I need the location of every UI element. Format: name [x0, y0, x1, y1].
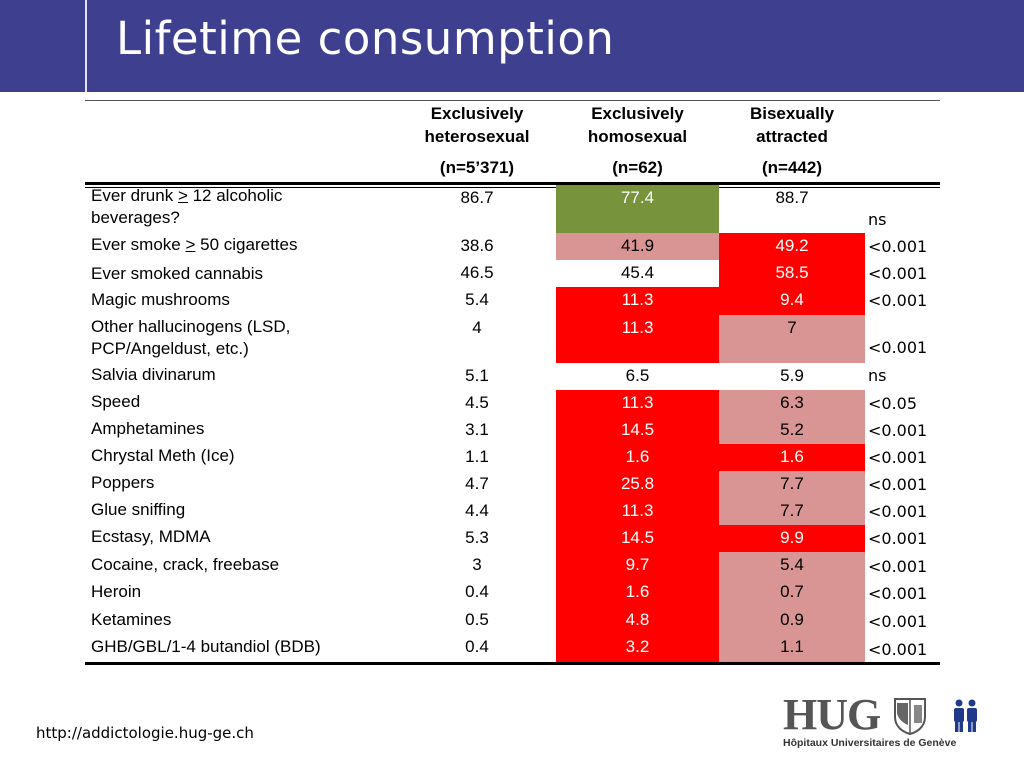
row-label-ketamines: Ketamines: [91, 610, 172, 629]
cell-bi: 5.4: [719, 552, 865, 579]
footer-url[interactable]: http://addictologie.hug-ge.ch: [36, 724, 254, 742]
cell-homo: 14.5: [556, 417, 719, 444]
p-value: ns: [868, 210, 887, 229]
cell-homo: 9.7: [556, 552, 719, 579]
cell-hetero: 0.5: [465, 610, 489, 629]
cell-homo: 6.5: [625, 366, 650, 385]
row-label-heroin: Heroin: [91, 582, 142, 601]
row-label-ghb: GHB/GBL/1-4 butandiol (BDB): [91, 637, 321, 656]
cell-homo: 77.4: [556, 185, 719, 233]
p-value: <0.001: [868, 475, 928, 494]
cell-homo: 1.6: [556, 444, 719, 471]
header-rule: [85, 182, 940, 185]
cell-bi: 1.1: [719, 634, 865, 662]
row-label-poppers: Poppers: [91, 473, 155, 492]
column-header-heterosexual: Exclusively heterosexual (n=5’371): [424, 104, 530, 177]
p-value: <0.001: [868, 448, 928, 467]
cell-bi: 49.2: [719, 233, 865, 260]
cell-homo: 4.8: [556, 607, 719, 634]
p-value: <0.001: [868, 264, 928, 283]
cell-homo: 3.2: [556, 634, 719, 662]
page-title: Lifetime consumption: [116, 12, 615, 65]
column-header-homosexual: Exclusively homosexual (n=62): [587, 104, 688, 177]
cell-hetero: 5.1: [465, 366, 489, 385]
cell-hetero: 0.4: [465, 582, 489, 601]
p-value: <0.001: [868, 237, 928, 256]
p-value: <0.001: [868, 529, 928, 548]
logo-text: HUG: [783, 690, 881, 739]
row-label-ever-drunk: Ever drunk > 12 alcoholic beverages?: [91, 186, 283, 227]
row-label-magic-mushrooms: Magic mushrooms: [91, 290, 230, 309]
p-value: <0.001: [868, 640, 928, 659]
p-value: <0.001: [868, 338, 928, 357]
cell-bi: 1.6: [719, 444, 865, 471]
column-header-bisexual: Bisexually attracted (n=442): [749, 104, 835, 177]
cell-hetero: 5.4: [465, 290, 489, 309]
row-label-cocaine: Cocaine, crack, freebase: [91, 555, 280, 574]
p-value: <0.001: [868, 612, 928, 631]
cell-homo: 14.5: [556, 525, 719, 552]
cell-bi: 58.5: [719, 260, 865, 287]
p-value: <0.001: [868, 291, 928, 310]
cell-bi: 9.4: [719, 287, 865, 315]
cell-hetero: 46.5: [460, 263, 494, 282]
cell-bi: 9.9: [719, 525, 865, 552]
cell-bi: 5.9: [780, 366, 804, 385]
cell-hetero: 4.7: [465, 474, 489, 493]
p-value: <0.001: [868, 584, 928, 603]
row-label-cannabis: Ever smoked cannabis: [91, 264, 263, 283]
p-value: ns: [868, 366, 887, 385]
row-label-ever-smoke: Ever smoke > 50 cigarettes: [91, 235, 298, 254]
cell-homo: 25.8: [556, 471, 719, 498]
table-top-rule: [85, 100, 940, 101]
cell-hetero: 3.1: [465, 420, 489, 439]
row-label-speed: Speed: [91, 392, 141, 411]
cell-hetero: 1.1: [465, 447, 489, 466]
p-value: <0.001: [868, 557, 928, 576]
cell-bi: 7.7: [719, 498, 865, 525]
cell-bi: 88.7: [775, 188, 809, 207]
cell-homo: 11.3: [556, 390, 719, 417]
cell-hetero: 0.4: [465, 637, 489, 656]
cell-homo: 41.9: [556, 233, 719, 260]
logo-subtitle: Hôpitaux Universitaires de Genève: [783, 737, 957, 749]
cell-bi: 6.3: [719, 390, 865, 417]
cell-hetero: 4: [472, 318, 482, 337]
cell-bi: 7.7: [719, 471, 865, 498]
p-value: <0.001: [868, 421, 928, 440]
p-value: <0.05: [868, 394, 918, 413]
cell-homo: 11.3: [556, 315, 719, 363]
row-label-amphetamines: Amphetamines: [91, 419, 205, 438]
cell-homo: 11.3: [556, 287, 719, 315]
hug-logo: HUG Hôpitaux Universitaires de Genève: [783, 690, 983, 755]
cell-homo: 45.4: [620, 263, 655, 282]
p-value: <0.001: [868, 502, 928, 521]
row-label-ecstasy: Ecstasy, MDMA: [91, 527, 211, 546]
title-bar-divider: [85, 0, 87, 92]
row-label-salvia: Salvia divinarum: [91, 365, 216, 384]
people-icon: [954, 699, 977, 732]
cell-bi: 5.2: [719, 417, 865, 444]
table-bottom-rule: [85, 662, 940, 665]
title-bar: Lifetime consumption: [0, 0, 1024, 92]
cell-hetero: 86.7: [460, 188, 494, 207]
row-label-other-hallucinogens: Other hallucinogens (LSD, PCP/Angeldust, …: [91, 317, 291, 358]
header-rule-thin: [85, 187, 940, 188]
geneva-shield-icon: [894, 698, 926, 735]
row-label-chrystal-meth: Chrystal Meth (Ice): [91, 446, 235, 465]
cell-bi: 0.7: [719, 579, 865, 607]
cell-hetero: 3: [472, 555, 482, 574]
cell-hetero: 5.3: [465, 528, 489, 547]
cell-bi: 7: [719, 315, 865, 363]
cell-bi: 0.9: [719, 607, 865, 634]
cell-homo: 11.3: [556, 498, 719, 525]
row-label-glue-sniffing: Glue sniffing: [91, 500, 186, 519]
cell-hetero: 4.4: [465, 501, 489, 520]
cell-hetero: 38.6: [460, 236, 494, 255]
cell-homo: 1.6: [556, 579, 719, 607]
cell-hetero: 4.5: [465, 393, 489, 412]
